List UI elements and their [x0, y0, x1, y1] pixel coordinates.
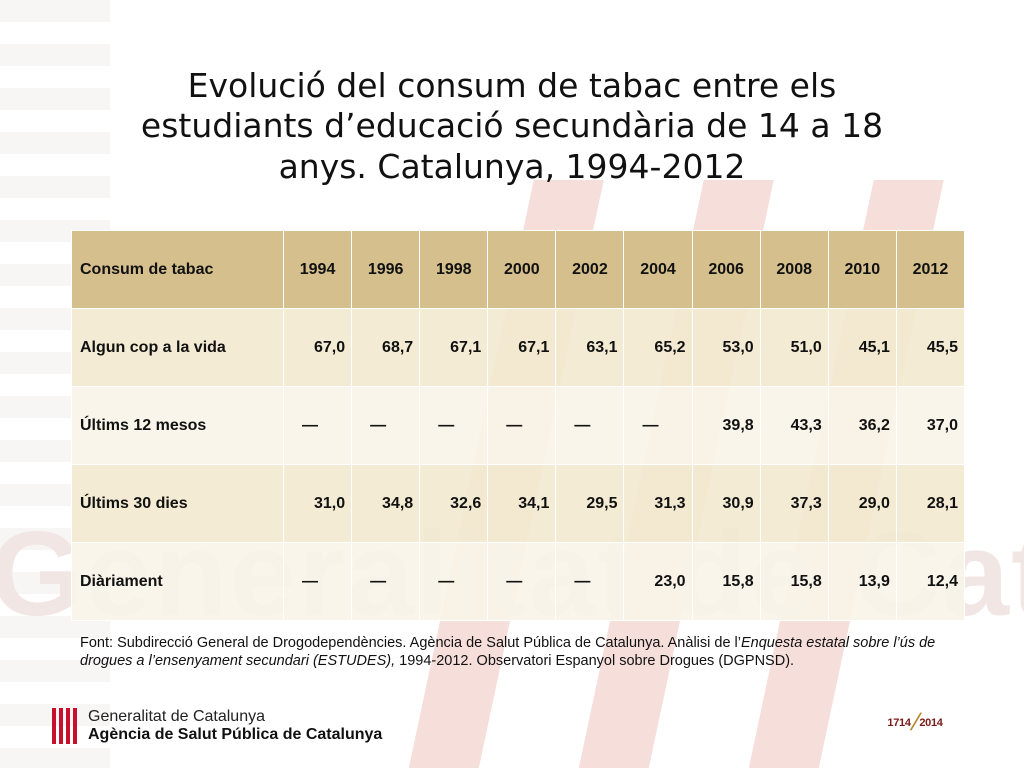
generalitat-logo: Generalitat de Catalunya Agència de Salu…: [52, 706, 382, 746]
table-cell: 65,2: [623, 308, 693, 387]
table-cell: —: [351, 542, 421, 621]
header-label: Consum de tabac: [71, 230, 284, 309]
table-row: Algun cop a la vida 67,0 68,7 67,1 67,1 …: [71, 308, 966, 387]
row-label: Últims 30 dies: [71, 464, 284, 543]
table-cell: 43,3: [759, 386, 829, 465]
page-title: Evolució del consum de tabac entre els e…: [140, 66, 884, 186]
table-cell: —: [487, 542, 557, 621]
table-cell: 32,6: [419, 464, 489, 543]
table-cell: 12,4: [895, 542, 966, 621]
table-cell: 23,0: [623, 542, 693, 621]
source-note: Font: Subdirecció General de Drogodepend…: [80, 634, 960, 670]
table-cell: 63,1: [555, 308, 625, 387]
header-year: 2002: [555, 230, 625, 309]
table-cell: —: [555, 542, 625, 621]
table-cell: 29,0: [827, 464, 897, 543]
table-cell: 68,7: [351, 308, 421, 387]
table-cell: 15,8: [691, 542, 761, 621]
table-cell: 34,8: [351, 464, 421, 543]
source-prefix: Font: Subdirecció General de Drogodepend…: [80, 635, 741, 651]
table-cell: 28,1: [895, 464, 966, 543]
table-cell: 30,9: [691, 464, 761, 543]
table-cell: —: [419, 542, 489, 621]
logo-line-2: Agència de Salut Pública de Catalunya: [88, 726, 383, 743]
header-year: 2012: [895, 230, 966, 309]
tricentenary-logo: 1714/2014: [880, 703, 950, 743]
anniversary-year-end: 2014: [919, 717, 943, 729]
table-header-row: Consum de tabac 1994 1996 1998 2000 2002…: [71, 230, 966, 309]
table-cell: —: [623, 386, 693, 465]
table-cell: 45,5: [895, 308, 966, 387]
table-cell: 67,1: [487, 308, 557, 387]
table-cell: 67,0: [282, 308, 353, 387]
table-cell: —: [419, 386, 489, 465]
table-cell: —: [555, 386, 625, 465]
header-year: 2010: [827, 230, 897, 309]
table-cell: —: [282, 386, 353, 465]
header-year: 2008: [759, 230, 829, 309]
table-cell: 51,0: [759, 308, 829, 387]
table-cell: —: [351, 386, 421, 465]
header-year: 2006: [691, 230, 761, 309]
table-row: Últims 30 dies 31,0 34,8 32,6 34,1 29,5 …: [71, 464, 966, 543]
table-cell: 31,0: [282, 464, 353, 543]
table-cell: 67,1: [419, 308, 489, 387]
header-year: 1994: [282, 230, 353, 309]
row-label: Algun cop a la vida: [71, 308, 284, 387]
table-cell: 53,0: [691, 308, 761, 387]
table-cell: 13,9: [827, 542, 897, 621]
table-cell: 45,1: [827, 308, 897, 387]
source-suffix: 1994-2012. Observatori Espanyol sobre Dr…: [395, 653, 795, 670]
table-cell: —: [282, 542, 353, 621]
table-cell: —: [487, 386, 557, 465]
row-label: Últims 12 mesos: [71, 386, 284, 465]
table-cell: 31,3: [623, 464, 693, 543]
logo-line-1: Generalitat de Catalunya: [88, 707, 265, 725]
row-label: Diàriament: [71, 542, 284, 621]
header-year: 2004: [623, 230, 693, 309]
header-year: 2000: [487, 230, 557, 309]
anniversary-year-start: 1714: [887, 717, 911, 729]
table-row: Últims 12 mesos — — — — — — 39,8 43,3 36…: [71, 386, 966, 465]
source-survey-name: Enquesta estatal sobre l’ús de drogues a…: [80, 635, 936, 670]
table-cell: 39,8: [691, 386, 761, 465]
table-row: Diàriament — — — — — 23,0 15,8 15,8 13,9…: [71, 542, 966, 621]
table-cell: 36,2: [827, 386, 897, 465]
table-cell: 37,3: [759, 464, 829, 543]
tobacco-consumption-table: Consum de tabac 1994 1996 1998 2000 2002…: [71, 230, 966, 621]
header-year: 1996: [351, 230, 421, 309]
table-cell: 34,1: [487, 464, 557, 543]
table-cell: 37,0: [895, 386, 966, 465]
senyera-icon: [52, 708, 78, 744]
header-year: 1998: [419, 230, 489, 309]
table-cell: 15,8: [759, 542, 829, 621]
table-cell: 29,5: [555, 464, 625, 543]
